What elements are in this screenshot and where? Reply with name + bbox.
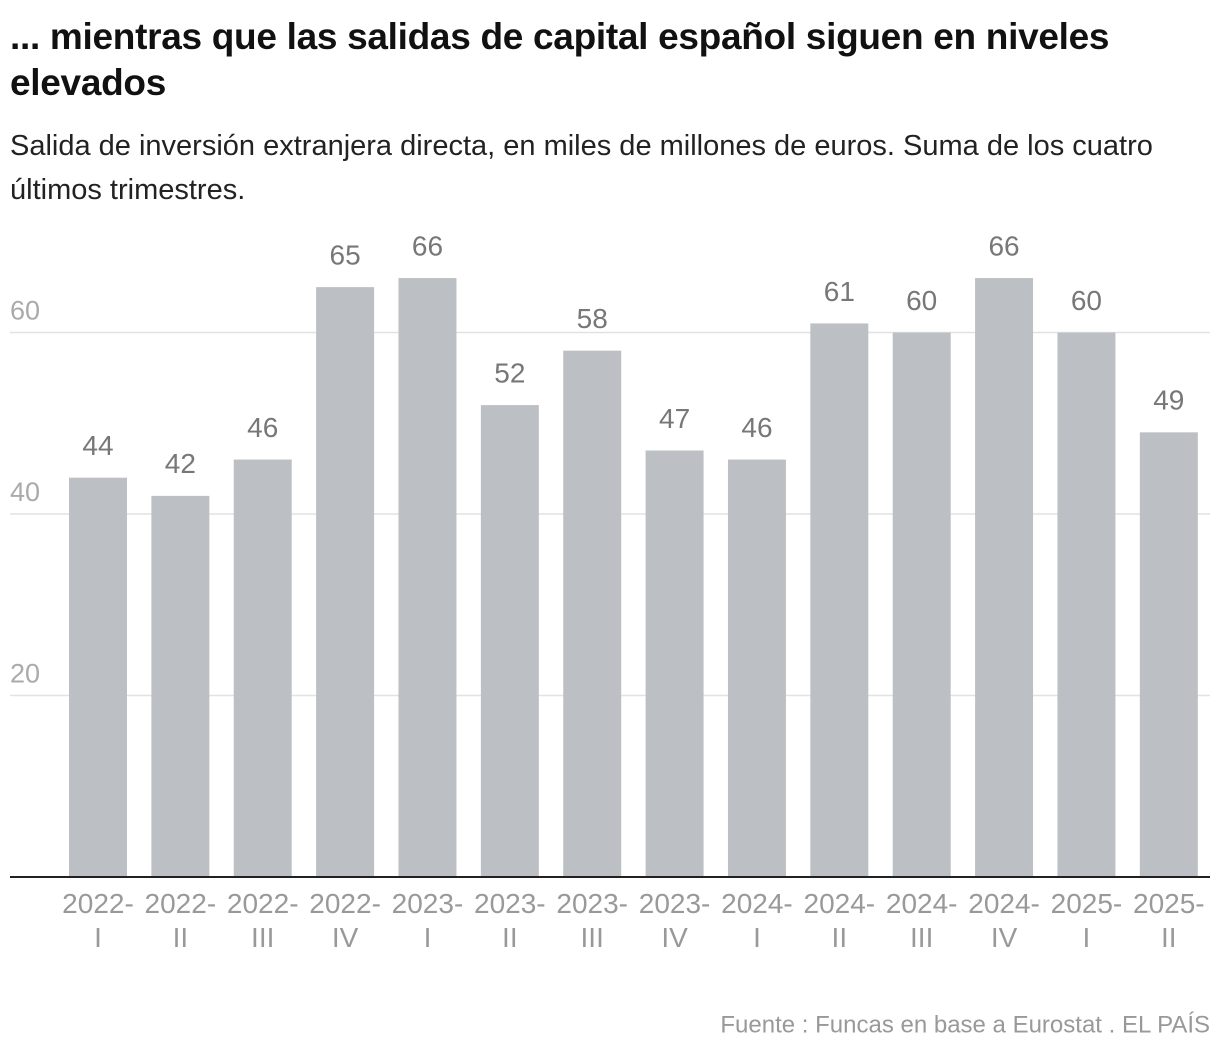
bar: [1139, 432, 1198, 877]
bar: [151, 495, 210, 877]
x-tick-line: II: [1161, 922, 1177, 953]
chart-subtitle: Salida de inversión extranjera directa, …: [10, 130, 1153, 206]
bar: [892, 332, 951, 877]
x-tick-label: 2022-IV: [309, 888, 381, 953]
x-tick-line: 2025-: [1051, 888, 1123, 919]
x-tick-line: 2024-: [721, 888, 793, 919]
x-tick-line: 2022-: [62, 888, 134, 919]
x-tick-line: IV: [991, 922, 1018, 953]
y-tick-label: 60: [10, 296, 40, 326]
x-tick-label: 2025-II: [1133, 888, 1205, 953]
x-tick-line: II: [173, 922, 189, 953]
value-label: 66: [988, 230, 1019, 261]
x-tick-line: 2023-: [556, 888, 628, 919]
x-tick-label: 2023-IV: [639, 888, 711, 953]
x-tick-label: 2024- III: [886, 888, 958, 953]
x-tick-label: 2024-IV: [968, 888, 1040, 953]
bar: [398, 278, 457, 877]
x-tick-line: III: [251, 922, 274, 953]
x-tick-label: 2023-II: [474, 888, 546, 953]
bar: [810, 323, 869, 877]
bar: [1057, 332, 1116, 877]
value-label: 65: [330, 240, 361, 271]
bar: [727, 459, 786, 877]
x-tick-label: 2022-I: [62, 888, 134, 953]
x-tick-line: 2025-: [1133, 888, 1205, 919]
x-tick-label: 2025-I: [1051, 888, 1123, 953]
bar: [645, 450, 704, 877]
value-label: 58: [577, 303, 608, 334]
y-tick-label: 40: [10, 477, 40, 507]
bar: [975, 278, 1034, 877]
value-label: 66: [412, 230, 443, 261]
chart-title: ... mientras que las salidas de capital …: [10, 16, 1110, 103]
source: Fuente : Funcas en base a Eurostat . EL …: [720, 1011, 1210, 1038]
value-label: 61: [824, 276, 855, 307]
x-tick-line: 2022-: [309, 888, 381, 919]
value-label: 60: [906, 285, 937, 316]
x-tick-label: 2022- III: [227, 888, 299, 953]
bar: [233, 459, 292, 877]
x-tick-line: 2022-: [227, 888, 299, 919]
value-label: 49: [1153, 385, 1184, 416]
x-tick-label: 2023-I: [392, 888, 464, 953]
y-tick-label: 20: [10, 659, 40, 689]
x-tick-line: I: [1083, 922, 1091, 953]
x-tick-line: III: [910, 922, 933, 953]
bar: [563, 350, 622, 877]
x-tick-line: I: [94, 922, 102, 953]
x-tick-line: 2024-: [886, 888, 958, 919]
x-tick-line: 2024-: [968, 888, 1040, 919]
x-tick-line: I: [753, 922, 761, 953]
value-label: 52: [494, 357, 525, 388]
x-tick-line: 2023-: [474, 888, 546, 919]
x-tick-line: IV: [332, 922, 359, 953]
x-tick-line: IV: [661, 922, 688, 953]
x-tick-line: II: [832, 922, 848, 953]
x-tick-label: 2024-II: [804, 888, 876, 953]
x-tick-label: 2024-I: [721, 888, 793, 953]
x-tick-line: 2022-: [145, 888, 217, 919]
value-label: 46: [247, 412, 278, 443]
value-label: 44: [82, 430, 113, 461]
x-tick-line: 2023-: [392, 888, 464, 919]
bar: [68, 477, 127, 877]
x-tick-label: 2023- III: [556, 888, 628, 953]
value-label: 47: [659, 403, 690, 434]
bar: [480, 405, 539, 877]
x-tick-line: 2024-: [804, 888, 876, 919]
value-label: 60: [1071, 285, 1102, 316]
x-tick-line: III: [581, 922, 604, 953]
x-tick-line: 2023-: [639, 888, 711, 919]
bar: [316, 287, 375, 877]
x-tick-label: 2022-II: [145, 888, 217, 953]
x-tick-line: I: [424, 922, 432, 953]
value-label: 42: [165, 448, 196, 479]
value-label: 46: [741, 412, 772, 443]
x-tick-line: II: [502, 922, 518, 953]
